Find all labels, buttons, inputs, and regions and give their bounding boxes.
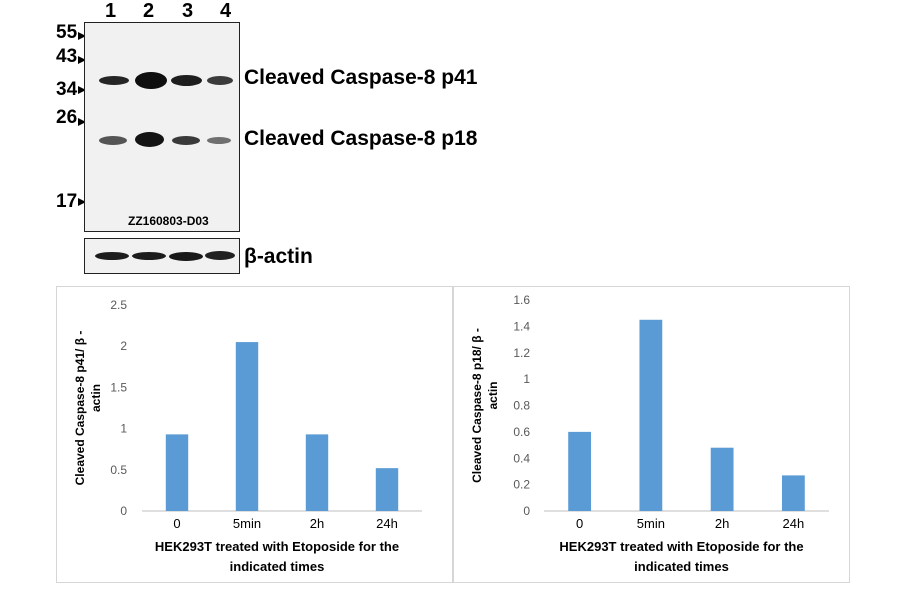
marker-43: 43 [56, 46, 78, 67]
y-tick-label: 0.8 [513, 399, 530, 413]
x-tick-label: 5min [233, 516, 261, 531]
marker-26-tick [78, 118, 86, 126]
y-tick-label: 1.6 [513, 293, 530, 307]
lane-label-3: 3 [182, 0, 194, 22]
x-axis-title-line-2: indicated times [230, 559, 325, 574]
y-axis-title-line-2: actin [89, 384, 103, 412]
y-tick-label: 0.5 [110, 463, 127, 477]
bar-2h [305, 434, 329, 511]
marker-55: 55 [56, 22, 78, 43]
band-actin-lane-1 [95, 252, 129, 260]
chart-panel-p18: 0 0.2 0.4 0.6 0.8 1 1.2 1.4 1.6 0 5min 2h 24h HEK293T… [453, 286, 850, 583]
y-tick-label: 2.5 [110, 298, 127, 312]
y-tick-label: 1.2 [513, 346, 530, 360]
chart-p41: 0 0.5 1 1.5 2 2.5 0 5min 2h 24h HEK293T treated wi… [73, 298, 422, 574]
y-tick-label: 1 [120, 422, 127, 436]
marker-17: 17 [56, 191, 78, 212]
band-actin-lane-4 [205, 251, 235, 260]
lane-label-4: 4 [220, 0, 232, 22]
y-axis-title-line-2: actin [486, 381, 500, 409]
y-tick-label: 1.4 [513, 319, 530, 333]
bar-0 [165, 434, 189, 511]
x-tick-label: 0 [576, 516, 583, 531]
y-tick-label: 0.4 [513, 451, 530, 465]
band-p41-lane-4 [207, 76, 233, 85]
y-tick-label: 0 [523, 504, 530, 518]
y-tick-label: 0.6 [513, 425, 530, 439]
chart-panel-p41: 0 0.5 1 1.5 2 2.5 0 5min 2h 24h HEK293T treated wi… [56, 286, 453, 583]
marker-34: 34 [56, 79, 78, 100]
band-p41-lane-1 [99, 76, 129, 85]
x-tick-label: 24h [376, 516, 398, 531]
lane-label-1: 1 [105, 0, 117, 22]
y-tick-label: 0 [120, 504, 127, 518]
y-tick-label: 2 [120, 339, 127, 353]
band-p18-lane-4 [207, 137, 231, 144]
marker-55-tick [78, 32, 86, 40]
y-tick-label: 1 [523, 372, 530, 386]
x-tick-label: 2h [715, 516, 729, 531]
marker-43-tick [78, 56, 86, 64]
x-tick-label: 24h [783, 516, 805, 531]
x-tick-label: 0 [173, 516, 180, 531]
band-p41-lane-3 [171, 75, 202, 86]
blot-membrane [84, 22, 240, 232]
bar-24h [781, 475, 805, 511]
bar-5min [235, 342, 259, 511]
band-p18-lane-2 [135, 132, 164, 147]
x-axis-title-line-1: HEK293T treated with Etoposide for the [155, 539, 399, 554]
bar-5min [639, 319, 663, 511]
x-tick-label: 5min [637, 516, 665, 531]
marker-34-tick [78, 86, 86, 94]
lot-number: ZZ160803-D03 [128, 214, 209, 228]
band-label-p41: Cleaved Caspase-8 p41 [244, 66, 478, 89]
lane-label-2: 2 [143, 0, 155, 22]
x-axis-title-line-2: indicated times [634, 559, 729, 574]
band-p18-lane-1 [99, 136, 127, 145]
x-axis-title-line-1: HEK293T treated with Etoposide for the [559, 539, 803, 554]
marker-26: 26 [56, 107, 78, 128]
band-p18-lane-3 [172, 136, 200, 145]
band-actin-lane-3 [169, 252, 203, 261]
x-tick-label: 2h [310, 516, 324, 531]
y-axis-title-line-1: Cleaved Caspase-8 p41/ β - [73, 331, 87, 486]
band-label-p18: Cleaved Caspase-8 p18 [244, 127, 478, 150]
marker-17-tick [78, 198, 86, 206]
y-tick-label: 0.2 [513, 478, 530, 492]
band-label-actin: β-actin [244, 245, 313, 268]
bar-24h [375, 468, 399, 511]
bar-2h [710, 447, 734, 511]
band-p41-lane-2 [135, 72, 167, 89]
y-tick-label: 1.5 [110, 380, 127, 394]
y-axis-title-line-1: Cleaved Caspase-8 p18/ β - [470, 328, 484, 483]
chart-p18: 0 0.2 0.4 0.6 0.8 1 1.2 1.4 1.6 0 5min 2h 24h HEK293T… [470, 293, 829, 574]
actin-membrane [84, 238, 240, 274]
bar-0 [568, 431, 592, 511]
band-actin-lane-2 [132, 252, 166, 260]
